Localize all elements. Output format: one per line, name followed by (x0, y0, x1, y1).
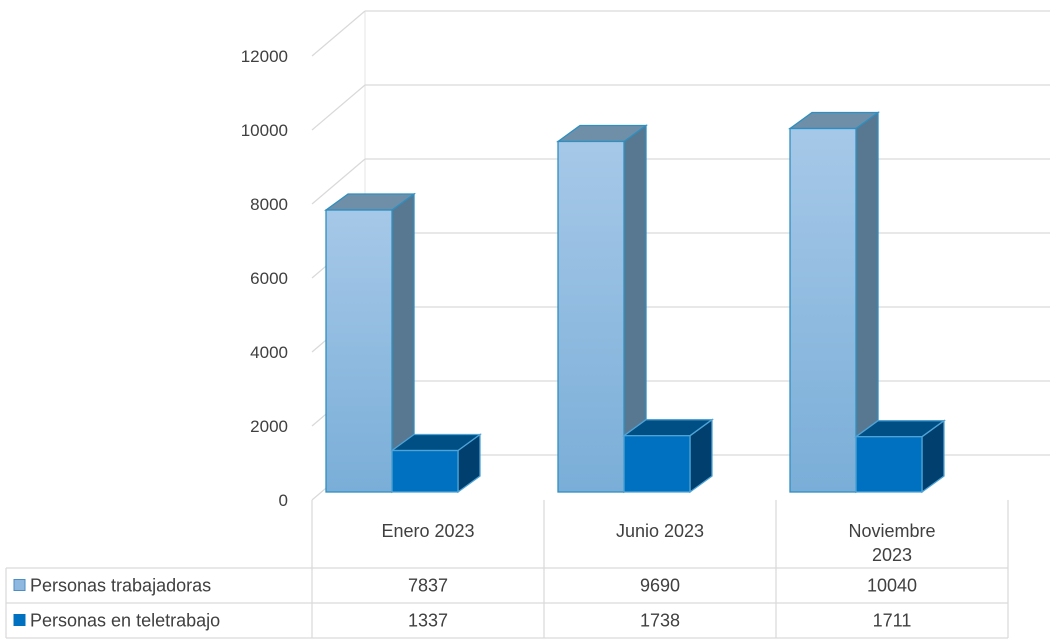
data-label: 1711 (873, 611, 912, 631)
y-tick-label: 0 (279, 491, 288, 510)
data-label: 10040 (867, 576, 917, 596)
x-category-label: Noviembre 2023 (848, 521, 935, 565)
bar-0-0 (325, 209, 393, 493)
legend-label: Personas trabajadoras (30, 576, 211, 596)
data-label: 1738 (640, 611, 680, 631)
x-category-label: Enero 2023 (381, 521, 474, 541)
gridline-side (311, 84, 366, 131)
legend-key-1 (13, 614, 26, 626)
data-label: 9690 (640, 576, 680, 596)
bar-1-2 (855, 436, 923, 493)
y-tick-label: 2000 (250, 417, 288, 436)
y-tick-label: 12000 (241, 47, 288, 66)
y-tick-label: 10000 (241, 121, 288, 140)
data-table: Enero 2023 Junio 2023 Noviembre 2023 Persona… (5, 500, 1009, 639)
bar-1-0 (391, 449, 459, 493)
gridline-side (311, 158, 366, 205)
y-tick-label: 6000 (250, 269, 288, 288)
bar-0-2 (789, 127, 857, 493)
legend-key-0 (13, 579, 26, 591)
y-axis-ticks: 0 2000 4000 6000 8000 10000 12000 (241, 47, 288, 510)
gridline-side (311, 10, 366, 57)
data-label: 1337 (408, 611, 448, 631)
y-tick-label: 8000 (250, 195, 288, 214)
x-category-label: Junio 2023 (616, 521, 704, 541)
y-tick-label: 4000 (250, 343, 288, 362)
bar-1-1 (623, 435, 691, 493)
legend-label: Personas en teletrabajo (30, 611, 220, 631)
data-label: 7837 (408, 576, 448, 596)
bars (324, 111, 946, 494)
bar-0-1 (557, 140, 625, 493)
